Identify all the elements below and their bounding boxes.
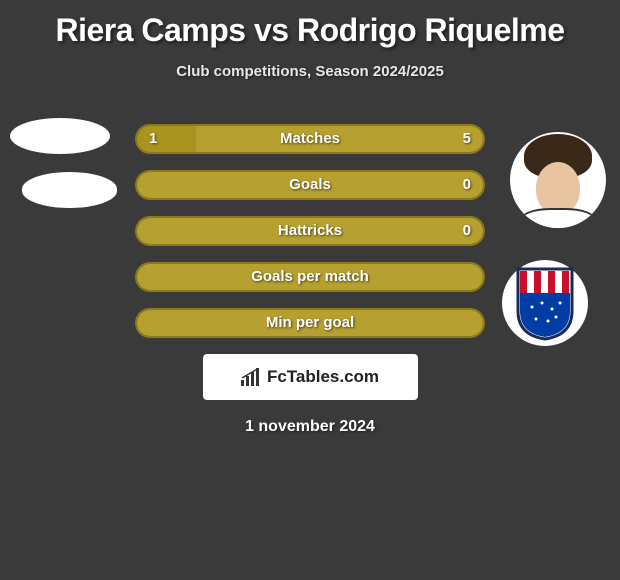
page-title: Riera Camps vs Rodrigo Riquelme xyxy=(0,0,620,49)
stat-bar-right-value: 0 xyxy=(463,172,471,198)
stat-bar-label: Hattricks xyxy=(137,218,483,244)
stat-bar-label: Matches xyxy=(137,126,483,152)
watermark-icon xyxy=(241,368,263,386)
watermark-text: FcTables.com xyxy=(267,367,379,387)
watermark: FcTables.com xyxy=(203,354,418,400)
stat-bar-goals: Goals0 xyxy=(135,170,485,200)
stat-bar-min-per-goal: Min per goal xyxy=(135,308,485,338)
stat-bar-label: Goals per match xyxy=(137,264,483,290)
stat-bar-hattricks: Hattricks0 xyxy=(135,216,485,246)
stat-bar-matches: Matches1 5 xyxy=(135,124,485,154)
player-right-avatar xyxy=(510,132,606,228)
player-left-avatar-placeholder-2 xyxy=(22,172,117,208)
page-subtitle: Club competitions, Season 2024/2025 xyxy=(0,63,620,80)
stats-bars: Matches15Goals0Hattricks0Goals per match… xyxy=(135,124,485,338)
stat-bar-goals-per-match: Goals per match xyxy=(135,262,485,292)
stat-bar-right-value: 0 xyxy=(463,218,471,244)
stat-bar-label: Goals xyxy=(137,172,483,198)
player-left-avatar-placeholder-1 xyxy=(10,118,110,154)
stat-bar-right-value: 5 xyxy=(463,126,471,152)
club-badge-right xyxy=(502,260,588,346)
stat-bar-left-value: 1 xyxy=(149,126,157,152)
infographic-date: 1 november 2024 xyxy=(0,418,620,436)
stat-bar-label: Min per goal xyxy=(137,310,483,336)
